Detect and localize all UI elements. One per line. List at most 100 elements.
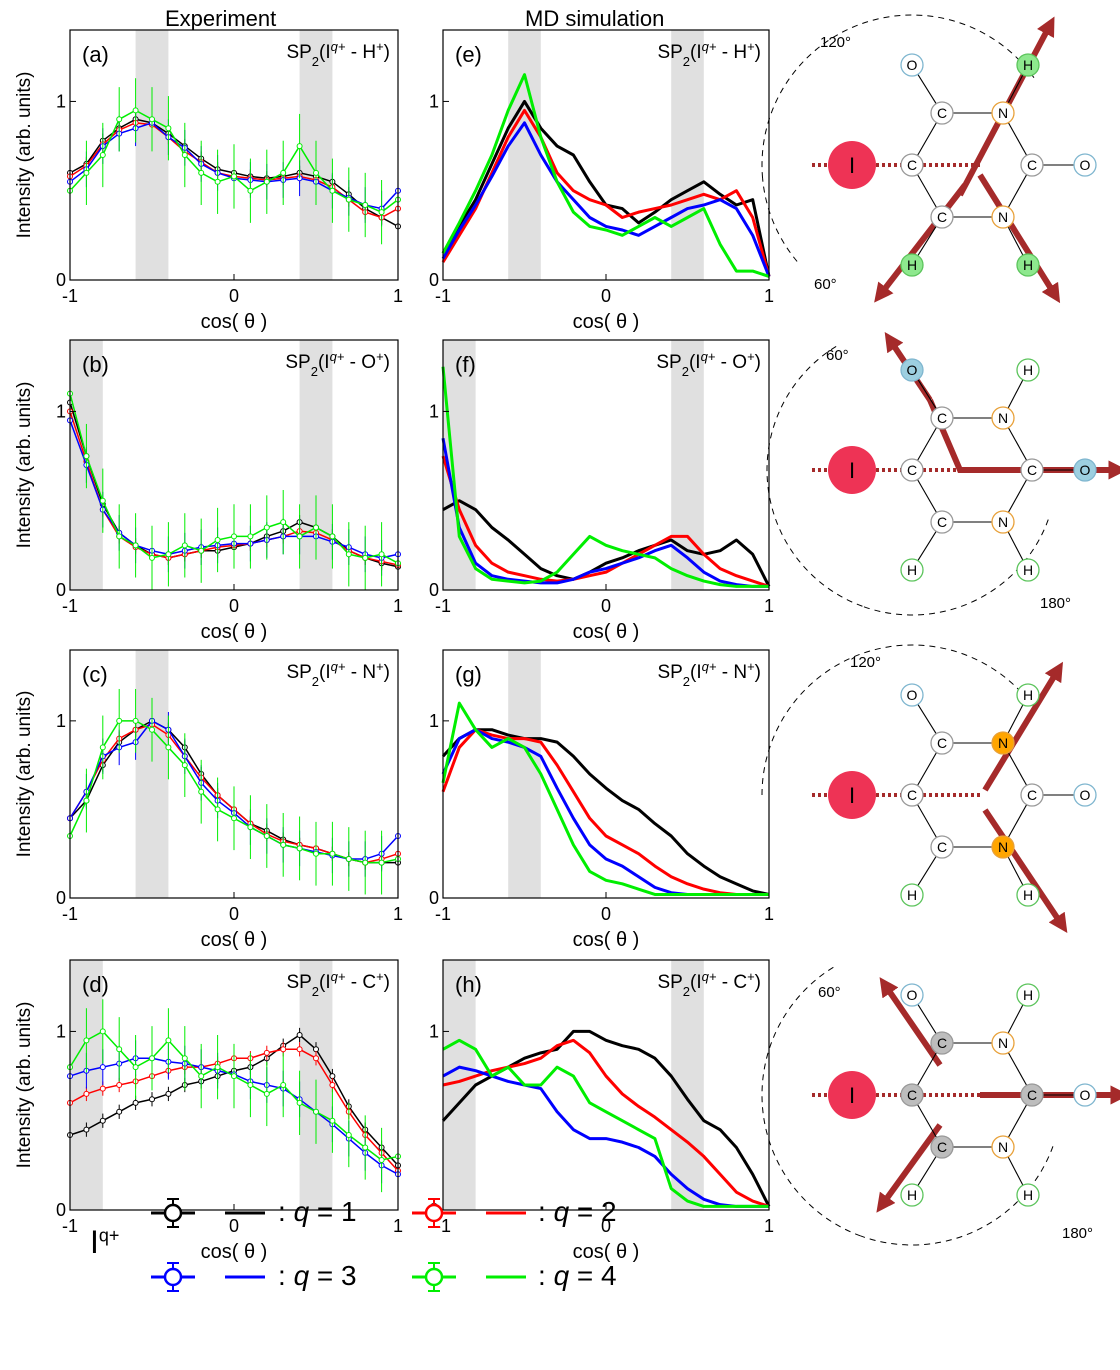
panel-title-part: + (747, 659, 755, 674)
atom-H (900, 253, 924, 277)
atom-C (930, 101, 954, 125)
bond (917, 1052, 937, 1086)
legend-exp-q3 (151, 1262, 195, 1292)
atom-H (1016, 358, 1040, 382)
molecule-O: 60° 180° I C C N C N C O H O H H (766, 332, 1120, 616)
atom-C (900, 783, 924, 807)
data-point-q4 (313, 1108, 319, 1115)
atom-O (1073, 1083, 1097, 1107)
x-tick-label: 0 (229, 596, 239, 616)
atom-C (930, 205, 954, 229)
x-tick-label: 1 (393, 904, 403, 924)
data-point-q4 (83, 453, 90, 460)
panel-label: (b) (82, 352, 109, 377)
panel-title: SP2(Iq+ - C+) (657, 969, 761, 999)
data-point-q2 (99, 1085, 106, 1092)
panel-label: (d) (82, 972, 109, 997)
legend-markers (151, 1198, 526, 1292)
atom-label-C: C (937, 105, 947, 121)
bond (1007, 74, 1024, 104)
panel-title-part: (I (319, 662, 331, 683)
legend-q3-var: q (293, 1260, 310, 1291)
panel-title-part: q+ (702, 659, 717, 674)
atom-label-C: C (937, 1035, 947, 1051)
iodine-atom (828, 771, 876, 819)
legend-q2-prefix: : (538, 1196, 554, 1227)
data-point-q4 (149, 1055, 155, 1062)
data-point-q4 (99, 1028, 106, 1035)
series-line-q3 (441, 437, 769, 588)
x-tick-label: 0 (601, 596, 611, 616)
atom-C (900, 153, 924, 177)
data-point-q4 (378, 209, 385, 216)
atom-O (1073, 458, 1097, 482)
data-point-q1 (83, 1126, 90, 1133)
panel-title-part: (I (690, 972, 702, 993)
legend-q4-var: q (553, 1260, 570, 1291)
atom-label-H: H (907, 257, 917, 273)
legend-q1: : q = 1 (278, 1196, 357, 1228)
iodine-label: I (849, 458, 855, 483)
y-tick-label: 1 (56, 1021, 66, 1041)
atom-label-O: O (1080, 787, 1091, 803)
data-point-q4 (198, 547, 205, 554)
atom-C (900, 458, 924, 482)
data-point-q4 (116, 1046, 123, 1053)
x-tick-label: 0 (229, 1216, 239, 1236)
atom-label-N: N (998, 1139, 1008, 1155)
panel-title-part: 2 (683, 54, 690, 69)
atom-C (930, 406, 954, 430)
atom-label-C: C (907, 462, 917, 478)
bond (1007, 1052, 1028, 1086)
angle-60-label: 60° (826, 347, 849, 364)
bond (1007, 804, 1028, 838)
data-point-q3 (99, 1064, 106, 1071)
atom-label-C: C (1027, 462, 1037, 478)
series-line-q1 (441, 728, 770, 896)
atom-H (900, 558, 924, 582)
series-line-q3 (442, 1065, 769, 1208)
y-tick-label: 0 (56, 270, 66, 290)
x-tick-label: 1 (393, 596, 403, 616)
data-point-q4 (345, 551, 352, 558)
iodine-atom (828, 141, 876, 189)
atom-label-O: O (907, 687, 918, 703)
y-tick-label: 0 (429, 580, 439, 600)
atom-H (1016, 558, 1040, 582)
legend-marker-circle (424, 1267, 444, 1287)
x-tick-label: -1 (435, 1216, 451, 1236)
atom-N (991, 406, 1015, 430)
shaded-region (508, 650, 541, 898)
legend-ion-label: Iq+ (90, 1224, 119, 1261)
series-line-q1 (442, 499, 771, 588)
series-line-q4 (441, 366, 769, 588)
data-point-q4 (263, 833, 270, 839)
data-point-q4 (231, 1073, 237, 1080)
data-point-q4 (296, 845, 303, 852)
molecule-N: 120° I C C N C N C O H O H H (761, 644, 1097, 933)
data-point-q4 (296, 143, 303, 150)
data-point-q2 (313, 1055, 319, 1062)
panel-title-part: + (376, 969, 384, 984)
atom-C (1020, 458, 1044, 482)
x-tick-label: 0 (229, 286, 239, 306)
legend-q2: : q = 2 (538, 1196, 617, 1228)
x-tick-label: -1 (62, 596, 78, 616)
atom-O (900, 53, 924, 77)
panel-title-part: - O (344, 352, 376, 373)
bond (1007, 174, 1028, 208)
data-point-q4 (214, 537, 221, 543)
panel-title-part: (I (690, 42, 702, 63)
bond (917, 427, 937, 461)
atom-label-C: C (937, 514, 947, 530)
iodine-label: I (849, 153, 855, 178)
bond (917, 856, 937, 886)
bond (1007, 856, 1024, 886)
data-point-q4 (181, 762, 188, 769)
data-point-q2 (263, 1049, 270, 1056)
legend-q1-var: q (293, 1196, 310, 1227)
data-point-q4 (149, 554, 155, 561)
bond (917, 479, 937, 513)
